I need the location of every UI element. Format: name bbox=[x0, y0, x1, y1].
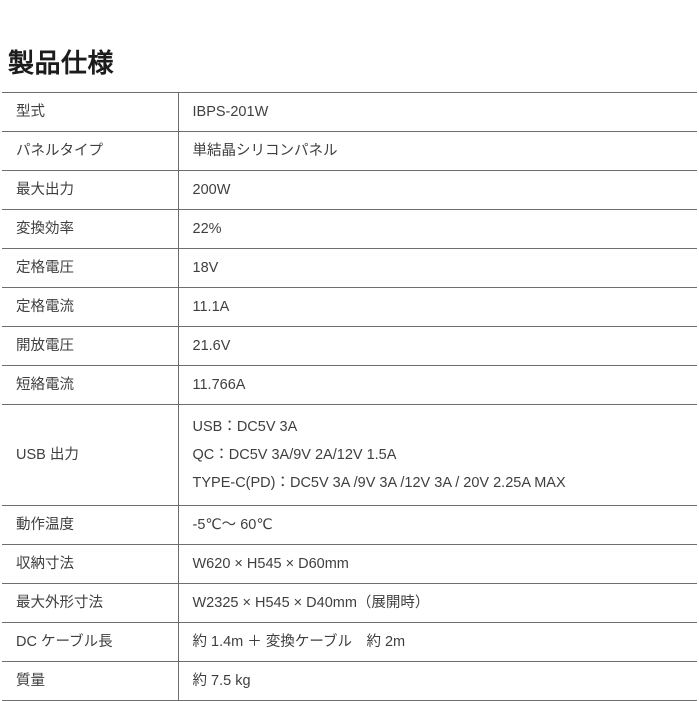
spec-value-line: W620 × H545 × D60mm bbox=[192, 556, 349, 572]
spec-value-line: 21.6V bbox=[192, 338, 231, 354]
spec-value-line: IBPS-201W bbox=[192, 104, 269, 120]
spec-row: USB 出力 USB：DC5V 3A QC：DC5V 3A/9V 2A/12V 1.… bbox=[2, 404, 697, 506]
spec-value-line: 11.766A bbox=[192, 377, 246, 393]
spec-value-line: -5℃〜 60℃ bbox=[192, 517, 273, 533]
spec-value: USB：DC5V 3A QC：DC5V 3A/9V 2A/12V 1.5A TYPE… bbox=[178, 405, 697, 506]
spec-row: 最大出力 200W bbox=[2, 170, 697, 210]
spec-value-line: 22% bbox=[192, 221, 222, 237]
spec-value: IBPS-201W bbox=[178, 93, 697, 132]
spec-value: 11.766A bbox=[178, 366, 697, 405]
spec-value-line: 約 1.4m ＋ 変換ケーブル 約 2m bbox=[192, 634, 406, 650]
spec-value: 18V bbox=[178, 249, 697, 288]
spec-value-line: 18V bbox=[192, 260, 219, 276]
spec-row: 質量約 7.5 kg bbox=[2, 661, 697, 701]
spec-row: 定格電流 11.1A bbox=[2, 287, 697, 327]
spec-value-line: 11.1A bbox=[192, 299, 230, 315]
spec-row: 最大外形寸法 W2325 × H545 × D40mm（展開時） bbox=[2, 583, 697, 623]
spec-label: 収納寸法 bbox=[2, 544, 179, 584]
spec-label: 質量 bbox=[2, 661, 179, 701]
page-title: 製品仕様 bbox=[8, 48, 115, 79]
spec-value-line: TYPE-C(PD)：DC5V 3A /9V 3A /12V 3A / 20V … bbox=[192, 475, 566, 491]
spec-row: 変換効率 22% bbox=[2, 209, 697, 249]
spec-row: 収納寸法 W620 × H545 × D60mm bbox=[2, 544, 697, 584]
spec-table-body: 型式 IBPS-201W パネルタイプ 単結晶シリコンパネル 最大出力 200W 変換効率 2… bbox=[2, 92, 697, 701]
spec-label: 開放電圧 bbox=[2, 326, 179, 366]
spec-value-line: 約 7.5 kg bbox=[192, 673, 251, 689]
spec-value-line: W2325 × H545 × D40mm（展開時） bbox=[192, 595, 430, 611]
spec-row: 定格電圧 18V bbox=[2, 248, 697, 288]
spec-label: 最大外形寸法 bbox=[2, 583, 179, 623]
spec-value-line: QC：DC5V 3A/9V 2A/12V 1.5A bbox=[192, 447, 397, 463]
spec-label: 定格電圧 bbox=[2, 248, 179, 288]
spec-row: パネルタイプ 単結晶シリコンパネル bbox=[2, 131, 697, 171]
spec-value: 22% bbox=[178, 210, 697, 249]
spec-label: DC ケーブル長 bbox=[2, 622, 179, 662]
spec-label: パネルタイプ bbox=[2, 131, 179, 171]
spec-value: 約 7.5 kg bbox=[178, 662, 697, 701]
spec-value: 21.6V bbox=[178, 327, 697, 366]
spec-label: 短絡電流 bbox=[2, 365, 179, 405]
product-spec-table: 型式 IBPS-201W パネルタイプ 単結晶シリコンパネル 最大出力 200W 変換効率 2… bbox=[2, 92, 697, 701]
spec-value-line: USB：DC5V 3A bbox=[192, 419, 298, 435]
spec-value-line: 200W bbox=[192, 182, 231, 198]
spec-row: 短絡電流 11.766A bbox=[2, 365, 697, 405]
spec-value: W2325 × H545 × D40mm（展開時） bbox=[178, 584, 697, 623]
spec-row: 型式 IBPS-201W bbox=[2, 92, 697, 132]
spec-value-line: 単結晶シリコンパネル bbox=[192, 143, 338, 159]
spec-row: DC ケーブル長約 1.4m ＋ 変換ケーブル 約 2m bbox=[2, 622, 697, 662]
spec-label: 定格電流 bbox=[2, 287, 179, 327]
spec-label: 最大出力 bbox=[2, 170, 179, 210]
spec-value: -5℃〜 60℃ bbox=[178, 506, 697, 545]
spec-row: 動作温度 -5℃〜 60℃ bbox=[2, 505, 697, 545]
spec-label: USB 出力 bbox=[2, 404, 179, 506]
spec-value: W620 × H545 × D60mm bbox=[178, 545, 697, 584]
spec-row: 開放電圧 21.6V bbox=[2, 326, 697, 366]
spec-label: 動作温度 bbox=[2, 505, 179, 545]
spec-label: 変換効率 bbox=[2, 209, 179, 249]
spec-value: 200W bbox=[178, 171, 697, 210]
spec-label: 型式 bbox=[2, 92, 179, 132]
spec-value: 約 1.4m ＋ 変換ケーブル 約 2m bbox=[178, 623, 697, 662]
spec-value: 単結晶シリコンパネル bbox=[178, 132, 697, 171]
spec-value: 11.1A bbox=[178, 288, 697, 327]
